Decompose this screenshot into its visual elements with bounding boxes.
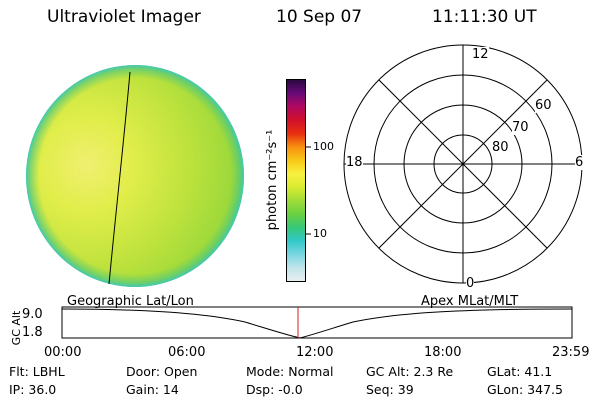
- status-glat: GLat: 41.1: [487, 364, 553, 379]
- meridian-line: [108, 71, 131, 285]
- status-ip: IP: 36.0: [9, 382, 57, 397]
- timeline-left-label: Geographic Lat/Lon: [67, 294, 194, 309]
- altitude-curve: [61, 308, 573, 339]
- status-glon: GLon: 347.5: [487, 382, 563, 397]
- colorbar-tick-100: 100: [313, 140, 334, 153]
- timeline-ytick-bottom: 1.8: [22, 325, 43, 340]
- status-gain: Gain: 14: [126, 382, 179, 397]
- colorbar-tick-10: 10: [313, 227, 327, 240]
- timeline-frame: [61, 306, 573, 339]
- mlt-label-12: 12: [472, 47, 489, 62]
- polar-diagonal-2: [378, 79, 548, 249]
- mlt-label-0: 0: [466, 276, 475, 291]
- status-filter: Flt: LBHL: [9, 364, 65, 379]
- lat-label-60: 60: [535, 98, 552, 113]
- status-door: Door: Open: [126, 364, 198, 379]
- colorbar: [286, 79, 306, 282]
- status-seq: Seq: 39: [366, 382, 414, 397]
- status-dsp: Dsp: -0.0: [246, 382, 303, 397]
- mlt-label-18: 18: [346, 155, 363, 170]
- lat-label-80: 80: [492, 140, 509, 155]
- status-mode: Mode: Normal: [246, 364, 334, 379]
- colorbar-ticks: [306, 146, 311, 235]
- timeline-xtick-1800: 18:00: [424, 345, 462, 360]
- timeline-xtick-0000: 00:00: [44, 345, 82, 360]
- timeline-xtick-0600: 06:00: [168, 345, 206, 360]
- status-gc-alt: GC Alt: 2.3 Re: [366, 364, 454, 379]
- observation-time: 11:11:30 UT: [432, 7, 537, 27]
- earth-limb: [26, 65, 244, 287]
- timeline-xtick-2359: 23:59: [552, 345, 590, 360]
- timeline-ytick-top: 9.0: [22, 307, 43, 322]
- observation-date: 10 Sep 07: [276, 7, 363, 27]
- timeline-right-label: Apex MLat/MLT: [421, 294, 519, 309]
- mlt-label-6: 6: [575, 155, 584, 170]
- instrument-title: Ultraviolet Imager: [47, 7, 201, 27]
- lat-label-70: 70: [512, 120, 529, 135]
- timeline-xtick-1200: 12:00: [296, 345, 334, 360]
